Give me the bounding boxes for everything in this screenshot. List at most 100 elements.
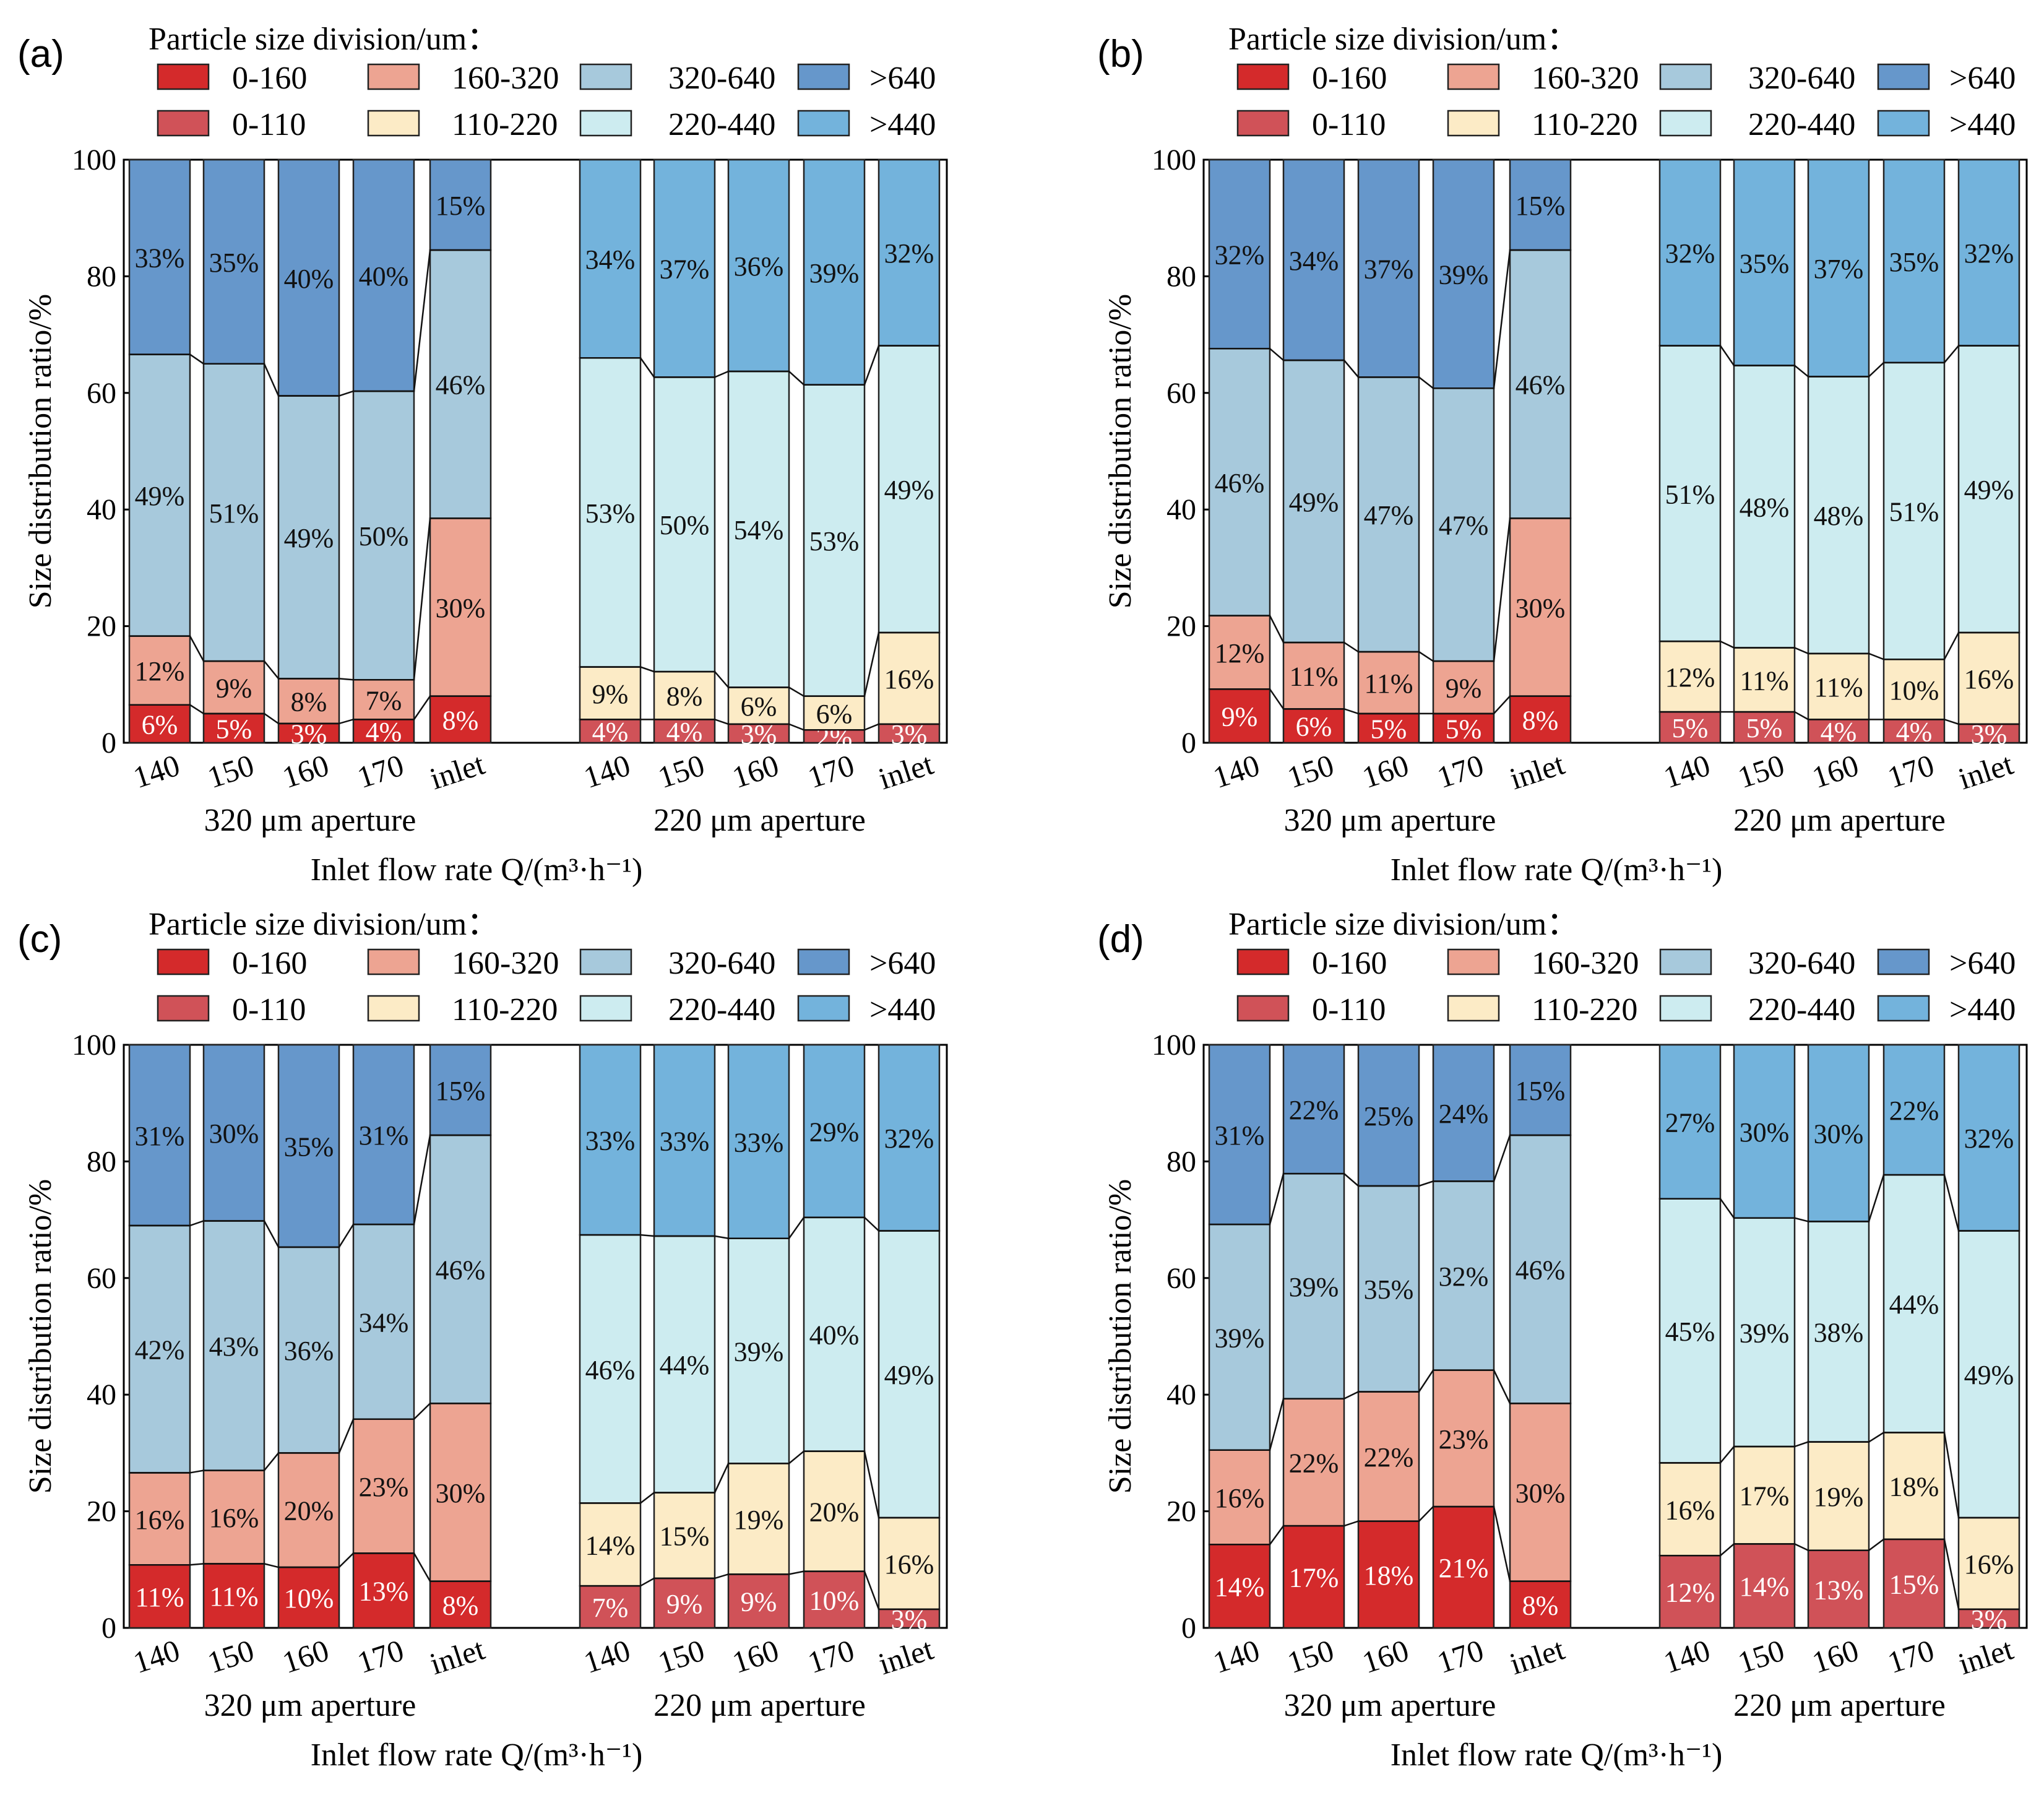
data-label: 21% — [1439, 1553, 1489, 1583]
bar-segment->640-150 — [1282, 1044, 1345, 1175]
bar-segment->640-170 — [1432, 1044, 1495, 1182]
boundary-connector — [580, 719, 939, 731]
bar-segment-320-640-150 — [1282, 1172, 1345, 1400]
bar-segment-220-440-150 — [1733, 1217, 1796, 1448]
data-label: 32% — [1439, 1261, 1489, 1292]
x-tick-label: inlet — [1954, 1631, 2017, 1681]
data-label: 30% — [436, 593, 486, 623]
data-label: 24% — [1439, 1099, 1489, 1129]
data-label: 49% — [284, 523, 334, 553]
bar-segment->440-140 — [579, 1044, 642, 1236]
data-label: 36% — [734, 251, 784, 282]
data-label: 49% — [1964, 1360, 2014, 1390]
data-label: 11% — [1740, 665, 1788, 696]
y-tick-label: 20 — [1166, 1495, 1196, 1528]
data-label: 9% — [666, 1589, 703, 1619]
data-label: 49% — [1964, 475, 2014, 505]
data-label: 8% — [666, 681, 703, 712]
data-label: 16% — [884, 664, 934, 694]
data-label: 9% — [741, 1587, 777, 1617]
x-axis-label: Inlet flow rate Q/(m³·h⁻¹) — [311, 852, 643, 888]
legend-label-220-440: 220-440 — [1748, 107, 1855, 142]
chart-panel-d: (d) Particle size division/um： 0-160 160-32… — [1097, 907, 2028, 1773]
data-label: 5% — [1446, 714, 1482, 744]
x-tick-label: 150 — [1733, 1633, 1788, 1680]
legend-swatch-110-220 — [1447, 995, 1500, 1022]
data-label: 7% — [592, 1593, 629, 1623]
y-axis-label: Size distribution ratio/% — [1103, 294, 1138, 608]
data-label: 18% — [1889, 1472, 1939, 1502]
data-label: 46% — [436, 1255, 486, 1286]
legend-label-160-320: 160-320 — [1532, 61, 1639, 96]
x-tick-label: 160 — [1358, 748, 1413, 795]
bar-segment-220-440-inlet — [1957, 1230, 2020, 1519]
legend-label-0-160: 0-160 — [1312, 946, 1387, 981]
data-label: 46% — [585, 1355, 636, 1385]
x-tick-label: 140 — [1209, 748, 1264, 795]
legend-label->640: >640 — [1949, 946, 2016, 981]
legend-swatch-160-320 — [367, 63, 420, 90]
bar-segment->440-140 — [579, 158, 642, 359]
group-label: 320 μm aperture — [1284, 803, 1496, 838]
data-label: 40% — [809, 1320, 860, 1351]
bar-segment-110-220-inlet — [878, 1516, 941, 1611]
plot-frame — [123, 1044, 948, 1629]
legend-label-160-320: 160-320 — [1532, 946, 1639, 981]
x-tick-label: 170 — [353, 1633, 408, 1680]
data-label: 35% — [284, 1131, 334, 1162]
data-label: 40% — [284, 264, 334, 294]
panel-label: (c) — [17, 918, 62, 961]
legend-label-320-640: 320-640 — [1748, 61, 1855, 96]
y-tick-label: 60 — [87, 1262, 116, 1295]
bar-segment-220-440-inlet — [878, 1230, 941, 1519]
bar-segment-220-440-150 — [1733, 365, 1796, 649]
bar-segment->640-170 — [352, 158, 415, 392]
panel-label: (b) — [1097, 33, 1144, 76]
bar-segment-0-110-160 — [1807, 1549, 1870, 1629]
bar-segment->440-inlet — [878, 158, 941, 347]
x-tick-label: 160 — [278, 1633, 333, 1680]
data-label: 53% — [585, 498, 636, 529]
legend-label-110-220: 110-220 — [452, 992, 558, 1027]
data-label: 47% — [1439, 511, 1489, 541]
bar-segment-160-320-170 — [352, 1418, 415, 1554]
bar-segment-0-110-140 — [1658, 711, 1722, 744]
data-label: 44% — [660, 1350, 710, 1380]
legend-label-110-220: 110-220 — [452, 107, 558, 142]
data-label: 30% — [1814, 1119, 1864, 1149]
bar-segment->640-170 — [352, 1044, 415, 1226]
bar-segment-220-440-160 — [1807, 376, 1870, 655]
bar-segment-220-440-140 — [579, 1234, 642, 1504]
y-tick-label: 80 — [87, 1145, 116, 1178]
bar-segment-160-320-140 — [1208, 615, 1271, 690]
data-label: 6% — [1296, 712, 1332, 742]
legend-swatch-220-440 — [579, 995, 632, 1022]
data-label: 13% — [359, 1577, 409, 1607]
bar-segment-160-320-150 — [1282, 1398, 1345, 1527]
legend-title: Particle size division/um： — [1228, 22, 1579, 57]
bar-segment-110-220-160 — [1807, 1441, 1870, 1551]
bar-segment-160-320-140 — [128, 1472, 191, 1566]
x-tick-label: 140 — [1209, 1633, 1264, 1680]
group-label: 320 μm aperture — [204, 803, 416, 838]
x-tick-label: inlet — [1506, 746, 1569, 796]
data-label: 30% — [1740, 1117, 1790, 1148]
bar-segment->640-160 — [277, 158, 340, 397]
boundary-connector — [1660, 1174, 2019, 1232]
data-label: 34% — [585, 244, 636, 275]
legend-swatch-110-220 — [1447, 110, 1500, 137]
chart-panel-c: (c) Particle size division/um： 0-160 160-32… — [17, 907, 948, 1773]
legend-label-0-160: 0-160 — [232, 61, 307, 96]
legend-swatch-0-160 — [1236, 948, 1290, 975]
legend-swatch->640 — [1877, 63, 1930, 90]
bar-segment-110-220-150 — [653, 1492, 716, 1580]
legend-label->640: >640 — [869, 61, 936, 96]
bar-segment-0-160-170 — [1432, 712, 1495, 744]
legend-swatch->640 — [797, 948, 850, 975]
bar-segment-0-160-150 — [202, 712, 265, 744]
data-label: 32% — [884, 1123, 934, 1154]
data-label: 6% — [741, 691, 777, 722]
bar-segment-0-160-170 — [352, 1552, 415, 1629]
x-tick-label: 140 — [129, 1633, 184, 1680]
data-label: 10% — [1889, 675, 1939, 706]
